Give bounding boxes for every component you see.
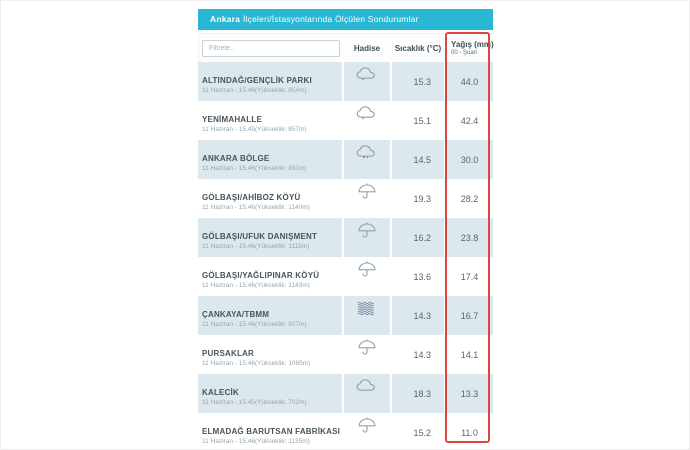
- station-cell: GÖLBAŞI/UFUK DANIŞMENT 11 Haziran - 15.4…: [198, 218, 342, 257]
- station-datetime-altitude: 11 Haziran - 15.45(Yükseklik: 702m): [202, 398, 307, 406]
- temperature-value: 13.6: [390, 257, 444, 296]
- event-cell: [342, 218, 390, 257]
- station-datetime-altitude: 11 Haziran - 15.45(Yükseklik: 857m): [202, 125, 307, 133]
- temperature-value: 15.1: [390, 101, 444, 140]
- station-cell: PURSAKLAR 11 Haziran - 15.46(Yükseklik: …: [198, 335, 342, 374]
- umbrella-icon: [355, 338, 379, 356]
- umbrella-icon: [355, 221, 379, 239]
- umbrella-icon: [355, 260, 379, 278]
- event-cell: [342, 335, 390, 374]
- temperature-value: 15.2: [390, 413, 444, 449]
- station-cell: KALECİK 11 Haziran - 15.45(Yükseklik: 70…: [198, 374, 342, 413]
- table-row[interactable]: YENİMAHALLE 11 Haziran - 15.45(Yükseklik…: [198, 101, 493, 140]
- temperature-value: 19.3: [390, 179, 444, 218]
- temperature-value: 14.3: [390, 335, 444, 374]
- table-row[interactable]: KALECİK 11 Haziran - 15.45(Yükseklik: 70…: [198, 374, 493, 413]
- station-cell: YENİMAHALLE 11 Haziran - 15.45(Yükseklik…: [198, 101, 342, 140]
- event-cell: [342, 257, 390, 296]
- column-header-precipitation-label: Yağış (mm): [451, 40, 494, 49]
- station-cell: ANKARA BÖLGE 11 Haziran - 15.46(Yüksekli…: [198, 140, 342, 179]
- column-header-temperature: Sıcaklık (°C): [394, 43, 442, 53]
- column-header-event: Hadise: [353, 43, 381, 53]
- temperature-value: 15.3: [390, 62, 444, 101]
- station-datetime-altitude: 11 Haziran - 15.46(Yükseklik: 854m): [202, 86, 307, 94]
- panel-title: Ankara İlçeleri/İstasyonlarında Ölçülen S…: [198, 9, 493, 30]
- umbrella-icon: [355, 182, 379, 200]
- event-cell: [342, 140, 390, 179]
- precipitation-value: 17.4: [444, 257, 493, 296]
- precipitation-value: 28.2: [444, 179, 493, 218]
- table-row[interactable]: PURSAKLAR 11 Haziran - 15.46(Yükseklik: …: [198, 335, 493, 374]
- temperature-value: 14.5: [390, 140, 444, 179]
- station-cell: GÖLBAŞI/AHİBOZ KÖYÜ 11 Haziran - 15.46(Y…: [198, 179, 342, 218]
- station-name: ELMADAĞ BARUTSAN FABRİKASI: [202, 426, 341, 436]
- temperature-value: 14.3: [390, 296, 444, 335]
- station-cell: GÖLBAŞI/YAĞLIPINAR KÖYÜ 11 Haziran - 15.…: [198, 257, 342, 296]
- station-name: GÖLBAŞI/AHİBOZ KÖYÜ: [202, 192, 301, 202]
- table-row[interactable]: ANKARA BÖLGE 11 Haziran - 15.46(Yüksekli…: [198, 140, 493, 179]
- precipitation-value: 30.0: [444, 140, 493, 179]
- fog-icon: [355, 299, 379, 317]
- event-cell: [342, 62, 390, 101]
- station-name: GÖLBAŞI/UFUK DANIŞMENT: [202, 231, 318, 241]
- table-row[interactable]: ALTINDAĞ/GENÇLİK PARKI 11 Haziran - 15.4…: [198, 62, 493, 101]
- station-datetime-altitude: 11 Haziran - 15.46(Yükseklik: 1143m): [202, 281, 310, 289]
- filter-input[interactable]: [202, 39, 340, 57]
- table-header-row: Hadise Sıcaklık (°C) Yağış (mm) 00 - Şua…: [198, 33, 494, 62]
- temperature-value: 16.2: [390, 218, 444, 257]
- temperature-value: 18.3: [390, 374, 444, 413]
- column-header-precipitation: Yağış (mm) 00 - Şuan: [445, 34, 494, 62]
- precipitation-value: 16.7: [444, 296, 493, 335]
- station-datetime-altitude: 11 Haziran - 15.46(Yükseklik: 891m): [202, 164, 307, 172]
- cloud-icon: [355, 377, 379, 395]
- precipitation-value: 14.1: [444, 335, 493, 374]
- station-name: YENİMAHALLE: [202, 114, 262, 124]
- station-datetime-altitude: 11 Haziran - 15.46(Yükseklik: 1140m): [202, 203, 310, 211]
- station-name: ÇANKAYA/TBMM: [202, 309, 270, 319]
- station-datetime-altitude: 11 Haziran - 15.46(Yükseklik: 927m): [202, 320, 307, 328]
- cloud-light-rain-icon: [355, 104, 379, 122]
- panel-title-rest: İlçeleri/İstasyonlarında Ölçülen Sonduru…: [243, 14, 419, 24]
- column-header-precipitation-range: 00 - Şuan: [451, 50, 478, 56]
- event-cell: [342, 101, 390, 140]
- station-name: GÖLBAŞI/YAĞLIPINAR KÖYÜ: [202, 270, 320, 280]
- event-cell: [342, 179, 390, 218]
- station-datetime-altitude: 11 Haziran - 15.46(Yükseklik: 1115m): [202, 242, 310, 250]
- event-cell: [342, 374, 390, 413]
- precipitation-value: 11.0: [444, 413, 493, 449]
- stations-table-body: ALTINDAĞ/GENÇLİK PARKI 11 Haziran - 15.4…: [198, 62, 493, 449]
- precipitation-value: 13.3: [444, 374, 493, 413]
- station-cell: ALTINDAĞ/GENÇLİK PARKI 11 Haziran - 15.4…: [198, 62, 342, 101]
- station-name: KALECİK: [202, 387, 239, 397]
- table-row[interactable]: GÖLBAŞI/YAĞLIPINAR KÖYÜ 11 Haziran - 15.…: [198, 257, 493, 296]
- table-row[interactable]: ÇANKAYA/TBMM 11 Haziran - 15.46(Yüksekli…: [198, 296, 493, 335]
- station-name: ANKARA BÖLGE: [202, 153, 270, 163]
- table-row[interactable]: ELMADAĞ BARUTSAN FABRİKASI 11 Haziran - …: [198, 413, 493, 449]
- station-datetime-altitude: 11 Haziran - 15.46(Yükseklik: 1065m): [202, 359, 311, 367]
- station-cell: ÇANKAYA/TBMM 11 Haziran - 15.46(Yüksekli…: [198, 296, 342, 335]
- cloud-mixed-rain-icon: [355, 143, 379, 161]
- panel-title-city: Ankara: [210, 14, 241, 24]
- table-row[interactable]: GÖLBAŞI/AHİBOZ KÖYÜ 11 Haziran - 15.46(Y…: [198, 179, 493, 218]
- station-name: PURSAKLAR: [202, 348, 255, 358]
- filter-cell: [199, 34, 343, 62]
- precipitation-value: 44.0: [444, 62, 493, 101]
- event-cell: [342, 296, 390, 335]
- station-name: ALTINDAĞ/GENÇLİK PARKI: [202, 75, 312, 85]
- cloud-light-rain-icon: [355, 65, 379, 83]
- table-row[interactable]: GÖLBAŞI/UFUK DANIŞMENT 11 Haziran - 15.4…: [198, 218, 493, 257]
- station-datetime-altitude: 11 Haziran - 15.46(Yükseklik: 1135m): [202, 437, 310, 445]
- precipitation-value: 23.8: [444, 218, 493, 257]
- event-cell: [342, 413, 390, 449]
- precipitation-value: 42.4: [444, 101, 493, 140]
- sounding-panel: Ankara İlçeleri/İstasyonlarında Ölçülen S…: [198, 9, 494, 449]
- station-cell: ELMADAĞ BARUTSAN FABRİKASI 11 Haziran - …: [198, 413, 342, 449]
- umbrella-icon: [355, 416, 379, 434]
